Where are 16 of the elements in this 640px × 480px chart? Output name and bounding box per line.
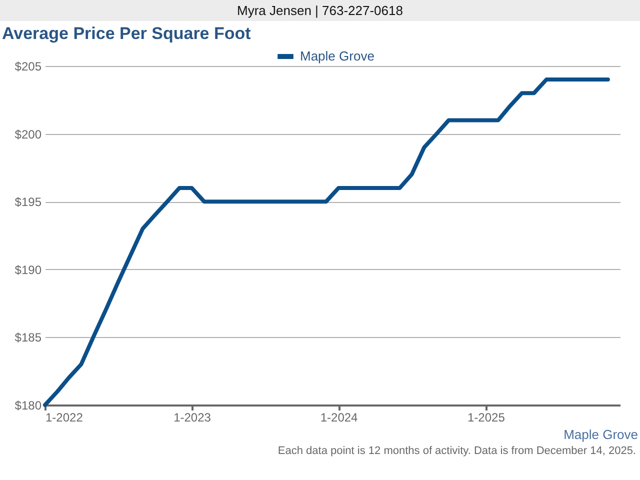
x-tick-label: 1-2025 (468, 410, 506, 424)
y-tick-label: $190 (14, 262, 42, 277)
y-tick-label: $205 (14, 60, 42, 74)
x-tick-label: 1-2022 (46, 410, 84, 424)
y-tick-label: $200 (14, 127, 42, 142)
x-tick-label: 1-2024 (320, 410, 358, 424)
y-tick-label: $180 (14, 398, 42, 412)
legend-label: Maple Grove (300, 48, 374, 64)
text: Each data point is 12 months of activity. Data is from December 14, 2025. (278, 445, 636, 457)
x-tick-label: 1-2023 (174, 410, 212, 424)
text: Maple Grove (564, 427, 638, 442)
line-series (43, 78, 610, 407)
y-tick-label: $195 (14, 195, 42, 210)
y-tick-label: $185 (14, 330, 42, 345)
chart-title: Average Price Per Square Foot (2, 24, 251, 44)
text: Myra Jensen | 763-227-0618 (0, 0, 640, 21)
